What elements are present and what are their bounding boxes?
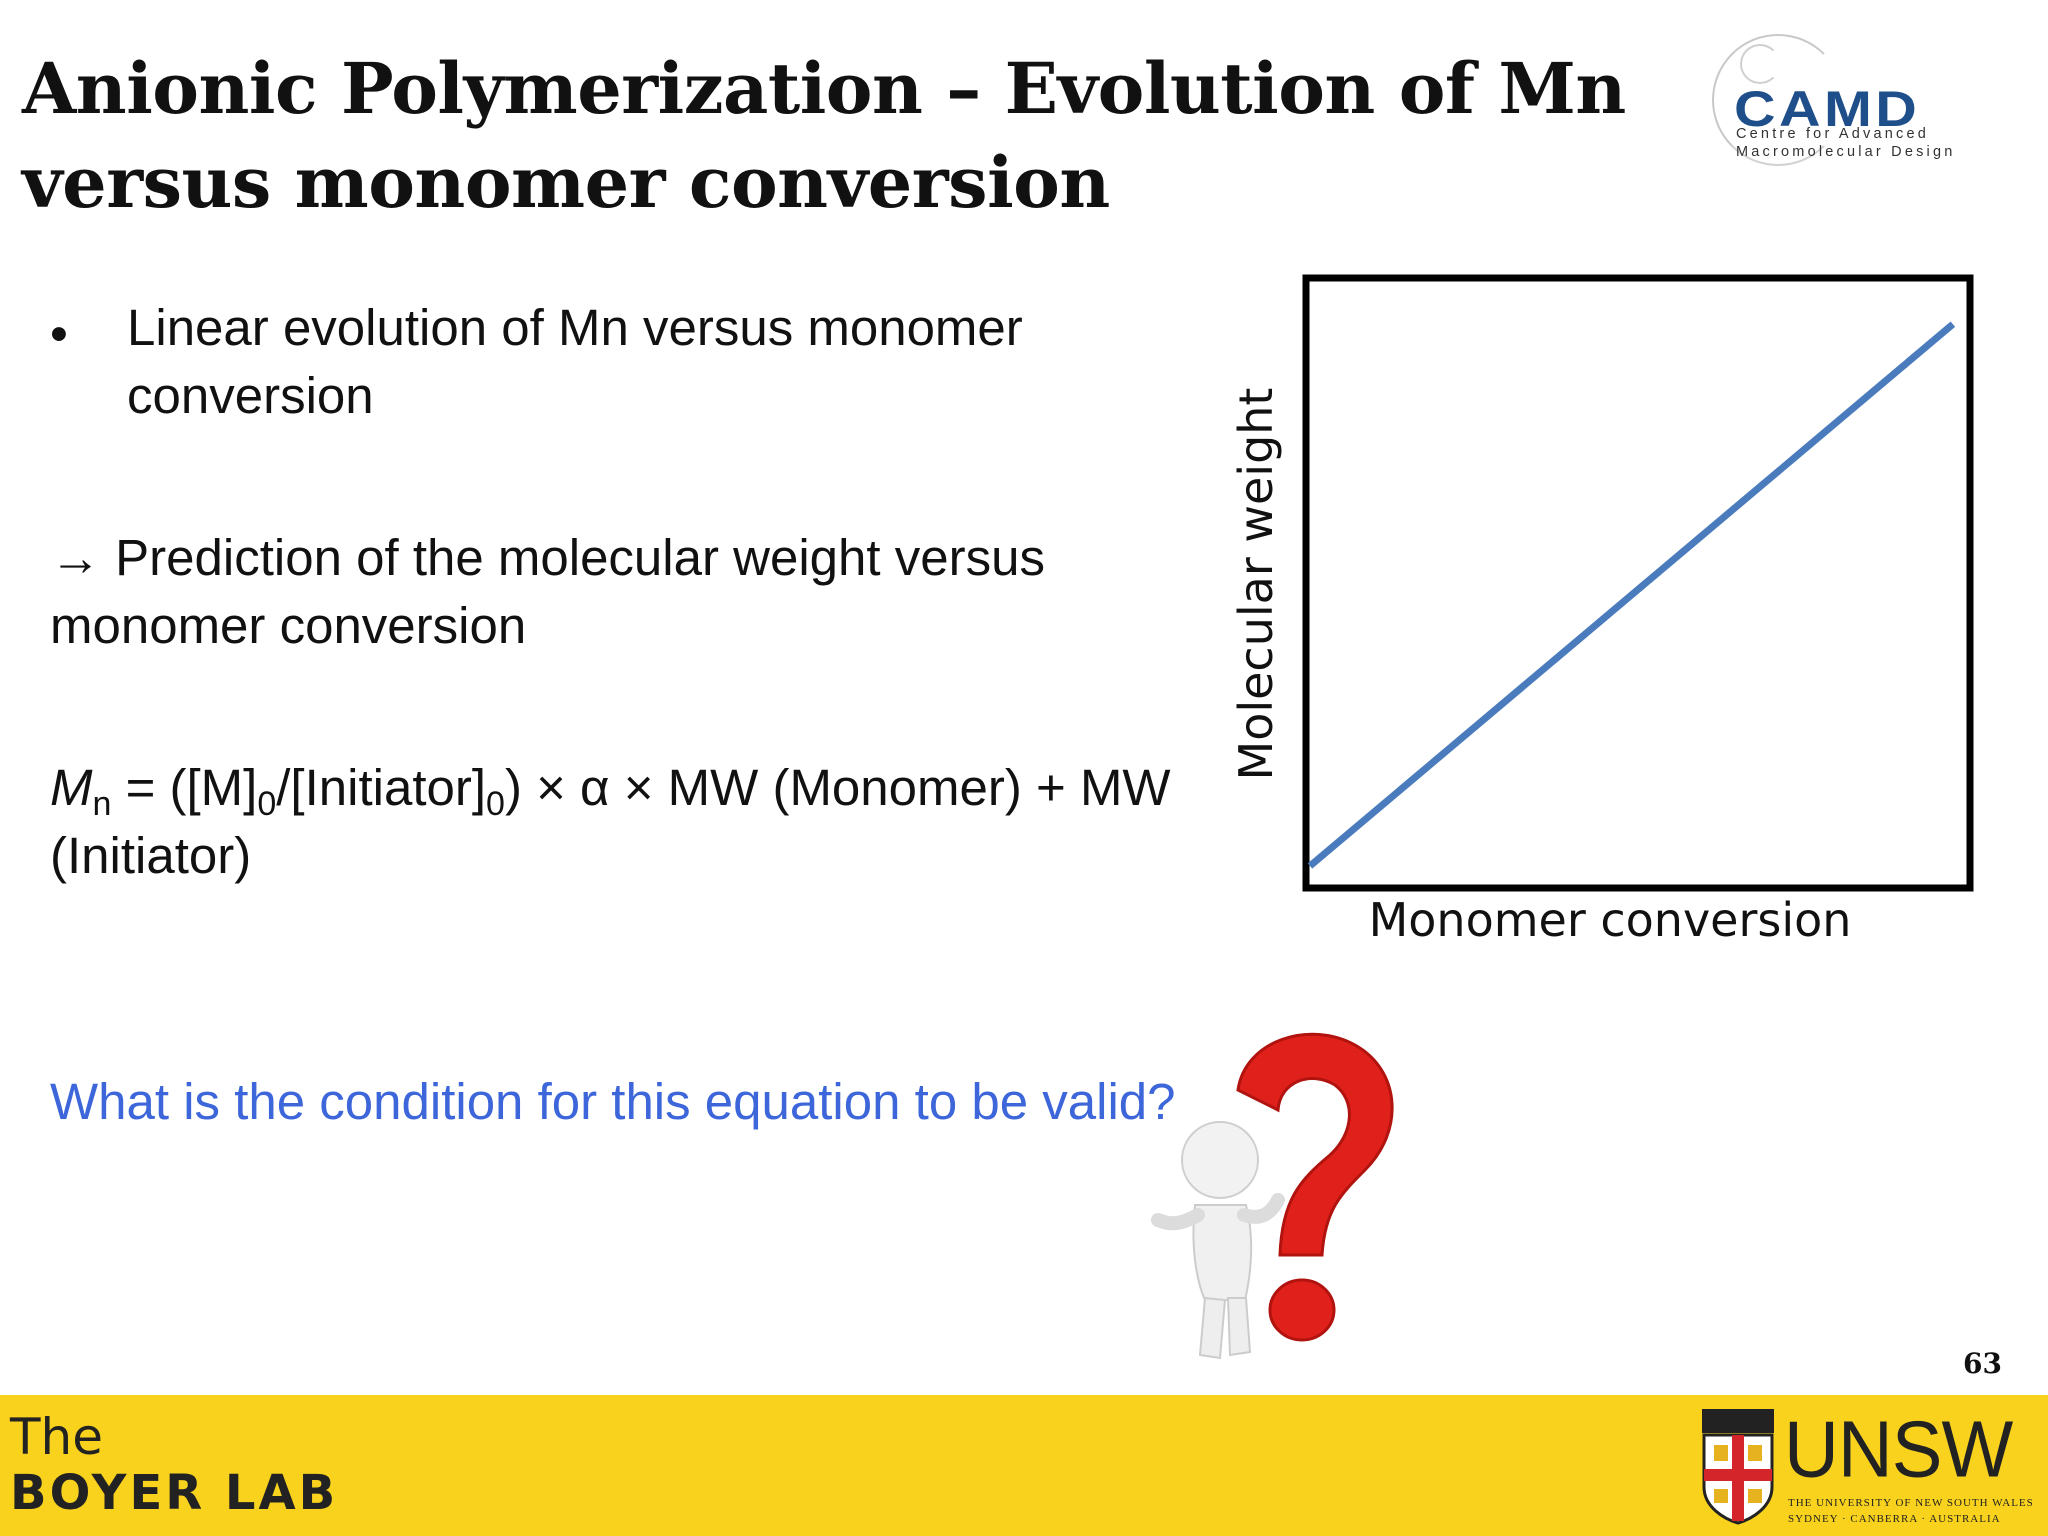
question-text: What is the condition for this equation … [50, 1073, 1176, 1130]
footer-bar: The BOYER LAB UNSW THE UNIVERSITY OF NEW… [0, 1395, 2048, 1536]
boyer-lab-line1: The [10, 1408, 103, 1466]
eq-symbol-sub: n [92, 785, 112, 823]
boyer-lab-line2: BOYER LAB [10, 1465, 339, 1521]
x-axis-label: Monomer conversion [1369, 893, 1852, 947]
eq-sub2: 0 [486, 785, 505, 823]
y-axis-label: Molecular weight [1229, 388, 1283, 781]
chart-frame [1302, 274, 1974, 892]
eq-symbol: M [50, 759, 93, 816]
unsw-logo-line2: SYDNEY · CANBERRA · AUSTRALIA [1788, 1513, 2001, 1525]
camd-small-ring-icon [1740, 44, 1780, 84]
camd-logo-line2: Macromolecular Design [1736, 144, 1956, 160]
camd-logo-word: CAMD [1734, 81, 1921, 137]
eq-sub1: 0 [257, 785, 277, 823]
eq-part2: /[Initiator] [276, 759, 487, 816]
page-number: 63 [1963, 1347, 2002, 1380]
bullet-icon: • [50, 305, 68, 362]
camd-logo: CAMD Centre for Advanced Macromolecular … [1706, 32, 1996, 172]
mn-equation: Mn = ([M]0/[Initiator]0) × α × MW (Monom… [50, 754, 1190, 890]
camd-logo-line1: Centre for Advanced [1736, 126, 1929, 142]
series-line [1307, 321, 1956, 869]
bullet-text: Linear evolution of Mn versus monomer co… [127, 299, 1023, 424]
question-mark-figure-icon [1151, 1032, 1394, 1360]
slide-title: Anionic Polymerization – Evolution of Mn… [22, 47, 1626, 224]
unsw-logo-line1: THE UNIVERSITY OF NEW SOUTH WALES [1788, 1497, 2034, 1509]
prediction-text: → Prediction of the molecular weight ver… [50, 529, 1045, 654]
unsw-logo-word: UNSW [1784, 1405, 2013, 1495]
eq-part1: = ([M] [111, 759, 258, 816]
camd-ring-icon [1712, 34, 1844, 166]
unsw-crest-icon [1702, 1409, 1774, 1525]
eq-part3: ) × α × MW (Monomer) + MW (Initiator) [50, 759, 1171, 884]
mw-vs-conversion-chart: Molecular weight Monomer conversion [1229, 274, 1974, 947]
